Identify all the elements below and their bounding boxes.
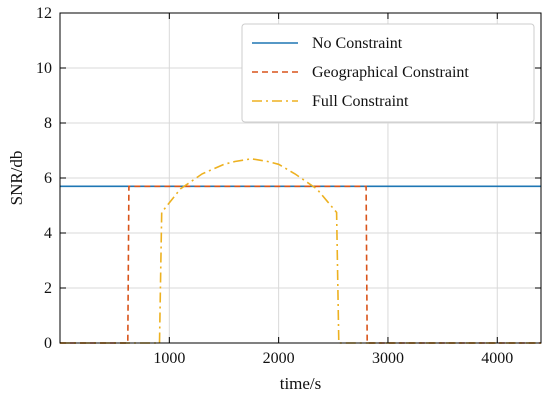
y-tick-label: 8 [44, 115, 52, 132]
legend-label-no-constraint: No Constraint [312, 35, 403, 52]
y-tick-label: 10 [36, 60, 52, 77]
axis-ticks: 1000 2000 3000 4000 0 2 4 6 8 10 12 [36, 5, 541, 367]
x-axis-title: time/s [280, 374, 322, 393]
series-line-full-constraint [60, 157, 541, 344]
y-tick-label: 6 [44, 170, 52, 187]
legend-label-full-constraint: Full Constraint [312, 93, 409, 110]
series-line-geographical-constraint [60, 185, 541, 344]
legend-box [241, 23, 535, 123]
y-tick-label: 12 [36, 5, 52, 22]
x-tick-label: 2000 [263, 350, 295, 367]
y-tick-label: 2 [44, 280, 52, 297]
y-axis-title: SNR/db [7, 151, 26, 206]
y-tick-label: 4 [44, 225, 52, 242]
legend: No Constraint Geographical Constraint Full… [241, 23, 535, 123]
y-tick-label: 0 [44, 335, 52, 352]
legend-label-geographical-constraint: Geographical Constraint [312, 64, 469, 81]
x-tick-label: 3000 [372, 350, 404, 367]
x-tick-label: 1000 [153, 350, 185, 367]
series-lines [60, 157, 541, 344]
x-tick-label: 4000 [481, 350, 513, 367]
